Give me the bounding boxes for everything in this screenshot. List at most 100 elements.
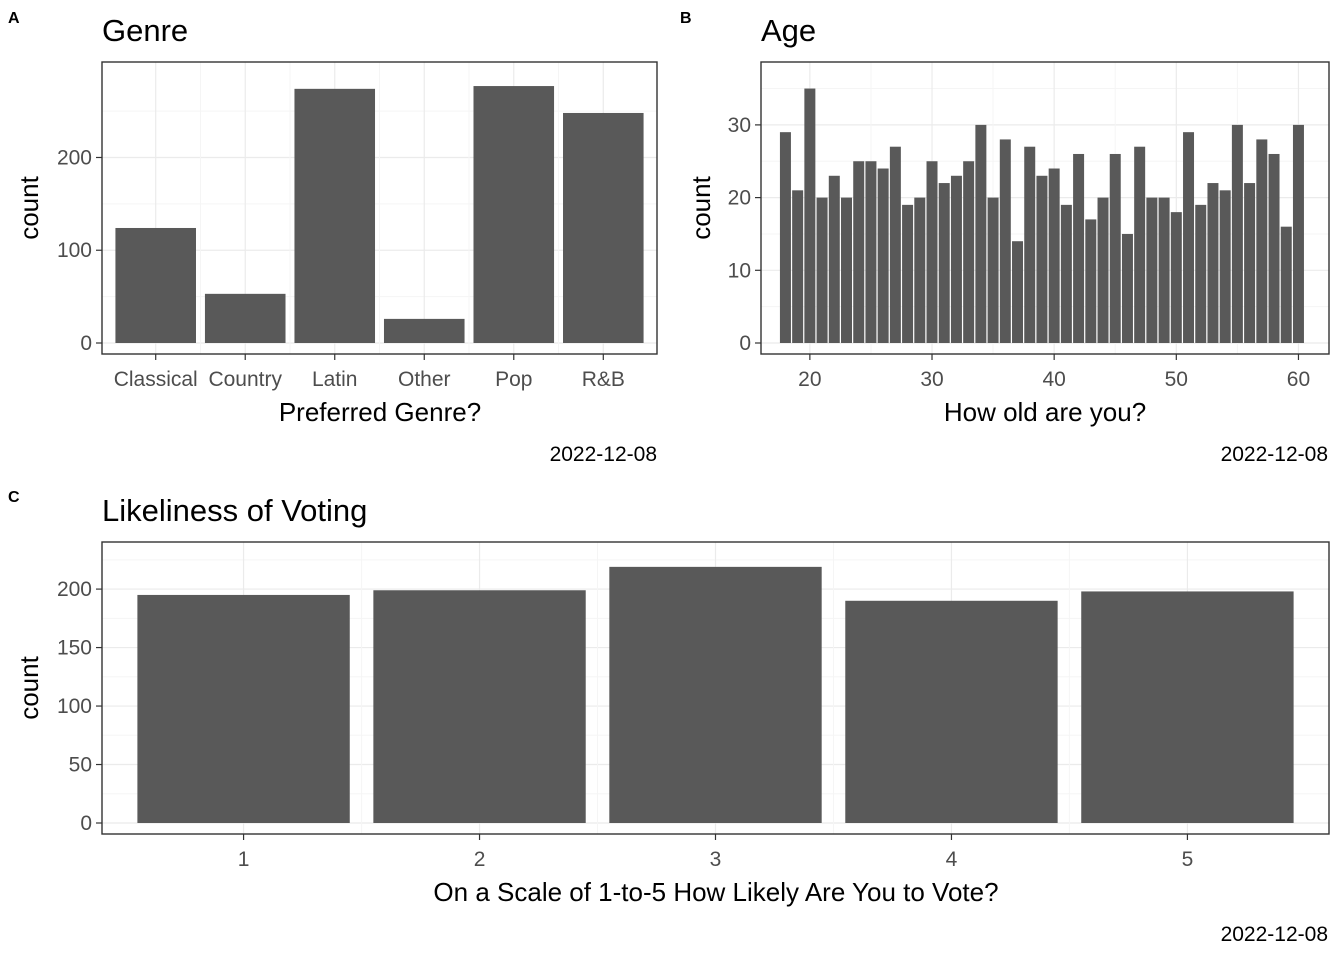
- panel-b-bar: [841, 197, 853, 343]
- panel-b-bar: [877, 168, 889, 343]
- panel-b-bar: [1158, 197, 1170, 343]
- panel-a: A Genre 0 100 200 Classical Country Latin Othe…: [8, 10, 658, 466]
- panel-c-title: Likeliness of Voting: [102, 493, 367, 528]
- panel-b-bar: [1170, 212, 1182, 343]
- panel-a-y-tick-label: 200: [57, 146, 92, 169]
- panel-c-bar: [137, 594, 350, 823]
- panel-b-y-tick-label: 0: [739, 332, 751, 355]
- panel-a-bar: [563, 112, 644, 343]
- panel-b-y-axis-label: count: [686, 175, 716, 239]
- panel-c: C Likeliness of Voting 0 50 100 150 200 1 2 3 4 5…: [8, 489, 1330, 946]
- panel-c-x-axis-label: On a Scale of 1-to-5 How Likely Are You …: [433, 877, 998, 907]
- panel-b-bar: [1134, 146, 1146, 343]
- panel-b-bar: [816, 197, 828, 343]
- panel-b-bar: [1256, 139, 1268, 343]
- panel-c-y-tick-label: 50: [69, 754, 92, 777]
- panel-b-bar: [1060, 204, 1072, 343]
- panel-b-x-tick-label: 50: [1165, 368, 1188, 391]
- panel-b-tag: B: [680, 10, 692, 27]
- panel-c-bar: [1081, 591, 1294, 823]
- panel-a-x-tick-label: Classical: [114, 368, 198, 391]
- panel-a-title: Genre: [102, 13, 188, 48]
- panel-c-bar: [845, 600, 1058, 823]
- panel-b-bar: [828, 175, 840, 343]
- panel-b-bar: [779, 132, 791, 343]
- panel-b-x-axis-label: How old are you?: [944, 397, 1146, 427]
- panel-b-bar: [1097, 197, 1109, 343]
- panel-a-x-tick-label: Other: [398, 368, 451, 391]
- panel-c-x-tick-label: 2: [474, 848, 486, 871]
- panel-c-x-tick-label: 5: [1182, 848, 1194, 871]
- panel-c-y-tick-label: 150: [57, 637, 92, 660]
- panel-b-bar: [1292, 124, 1304, 343]
- panel-b-caption: 2022-12-08: [1221, 443, 1328, 466]
- panel-c-plot: 0 50 100 150 200 1 2 3 4 5: [57, 541, 1330, 871]
- panel-a-x-tick-label: Pop: [495, 368, 532, 391]
- panel-b-bar: [1183, 132, 1195, 343]
- panel-b-bar: [1231, 124, 1243, 343]
- panel-a-bar: [473, 86, 555, 343]
- panel-b-x-tick-label: 40: [1042, 368, 1065, 391]
- panel-a-border: [101, 61, 658, 355]
- panel-b-x-tick-label: 30: [920, 368, 943, 391]
- panel-b-bar: [975, 124, 987, 343]
- panel-a-bar: [204, 293, 286, 343]
- panel-b-bar: [1012, 241, 1024, 343]
- panel-a-tag: A: [8, 10, 20, 27]
- panel-b-bar: [963, 161, 975, 343]
- panel-a-x-axis-label: Preferred Genre?: [279, 397, 481, 427]
- panel-b-bar: [1036, 175, 1048, 343]
- panel-b-plot: 0 10 20 30 20 30 40 50 60: [728, 61, 1330, 391]
- panel-b-bar: [1024, 146, 1036, 343]
- panel-b-bar: [926, 161, 938, 343]
- panel-b-bar: [1146, 197, 1158, 343]
- panel-b-border: [760, 61, 1330, 355]
- panel-b-y-tick-label: 10: [728, 259, 751, 282]
- panel-c-y-axis-label: count: [14, 655, 44, 719]
- panel-b-bar: [1085, 219, 1097, 343]
- panel-c-y-tick-label: 200: [57, 578, 92, 601]
- panel-b-bar: [1244, 183, 1256, 343]
- panel-b-title: Age: [761, 13, 816, 48]
- panel-b-bar: [1219, 190, 1231, 343]
- panel-b-bar: [902, 204, 914, 343]
- panel-c-y-tick-label: 0: [80, 812, 92, 835]
- panel-c-y-tick-label: 100: [57, 695, 92, 718]
- panel-b-bar: [938, 183, 950, 343]
- panel-b-bar: [1073, 153, 1085, 343]
- panel-b-bar: [853, 161, 865, 343]
- panel-a-y-tick-label: 100: [57, 239, 92, 262]
- panel-a-x-tick-label: Latin: [312, 368, 358, 391]
- panel-a-bar: [294, 88, 376, 344]
- panel-b-bar: [987, 197, 999, 343]
- panel-a-x-tick-label: R&B: [582, 368, 625, 391]
- panel-b-y-tick-label: 30: [728, 114, 751, 137]
- panel-b-bar: [889, 146, 901, 343]
- panel-b-bar: [1121, 233, 1133, 343]
- panel-b-bar: [865, 161, 877, 343]
- panel-b-bar: [1109, 153, 1121, 343]
- panel-b-bar: [1195, 204, 1207, 343]
- panel-b-x-tick-label: 20: [798, 368, 821, 391]
- panel-c-caption: 2022-12-08: [1221, 923, 1328, 946]
- panel-b-bar: [1048, 168, 1060, 343]
- panel-a-plot: 0 100 200 Classical Country Latin Other Pop R&B: [57, 61, 658, 391]
- panel-b-y-tick-label: 20: [728, 187, 751, 210]
- panel-c-x-tick-label: 3: [710, 848, 722, 871]
- panel-c-x-tick-label: 1: [238, 848, 250, 871]
- panel-b-bar: [792, 190, 804, 343]
- panel-a-y-axis-label: count: [14, 175, 44, 239]
- panel-c-bar: [609, 566, 822, 823]
- panel-a-bar: [115, 227, 196, 343]
- panel-b: B Age 0 10 20 30 20 30 40 50 60 How old are you?…: [680, 10, 1330, 466]
- panel-b-bar: [1280, 226, 1292, 343]
- panel-b-bar: [804, 88, 816, 343]
- panel-c-tag: C: [8, 489, 20, 506]
- panel-a-caption: 2022-12-08: [550, 443, 657, 466]
- panel-b-bar: [950, 175, 962, 343]
- panel-b-bar: [1207, 183, 1219, 343]
- panel-b-bar: [914, 197, 926, 343]
- panel-c-bar: [373, 590, 586, 823]
- panel-a-y-tick-label: 0: [80, 332, 92, 355]
